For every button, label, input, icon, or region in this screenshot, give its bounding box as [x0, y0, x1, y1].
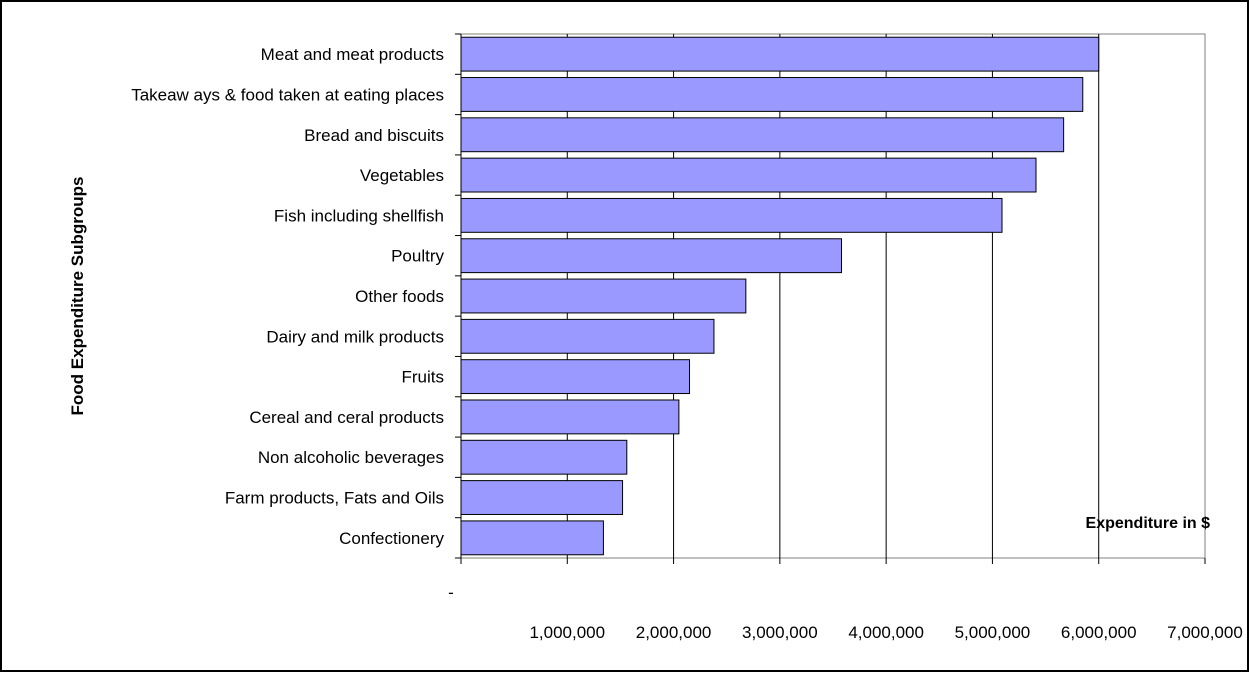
x-tick-label: - — [448, 583, 454, 602]
bar-layer — [460, 36, 1100, 556]
label-layer: - 1,000,000 2,000,000 3,000,000 4,000,000 5,0… — [131, 45, 1243, 642]
category-label: Fish including shellfish — [274, 206, 444, 225]
x-axis-label: Expenditure in $ — [1086, 515, 1211, 532]
category-label: Confectionery — [339, 529, 444, 548]
x-tick-label: 7,000,000 — [1167, 623, 1243, 642]
axis-layer — [455, 33, 1206, 564]
x-tick-label: 3,000,000 — [742, 623, 818, 642]
category-label: Meat and meat products — [261, 45, 444, 64]
category-label: Takeaw ays & food taken at eating places — [131, 85, 444, 104]
category-label: Poultry — [391, 247, 444, 266]
bar — [460, 117, 1065, 153]
bar — [460, 520, 604, 556]
x-tick-label: 6,000,000 — [1061, 623, 1137, 642]
x-tick-label: 1,000,000 — [529, 623, 605, 642]
bar — [460, 439, 628, 475]
bar — [460, 238, 843, 274]
x-tick-label: 4,000,000 — [848, 623, 924, 642]
bar — [460, 77, 1084, 112]
bar — [460, 359, 691, 395]
bar — [460, 36, 1100, 72]
bar — [460, 157, 1037, 193]
category-label: Vegetables — [360, 166, 444, 185]
bar — [460, 480, 624, 515]
category-label: Dairy and milk products — [266, 327, 444, 346]
x-tick-label: 5,000,000 — [955, 623, 1031, 642]
category-label: Bread and biscuits — [304, 126, 444, 145]
bar — [460, 197, 1003, 233]
bar — [460, 318, 715, 354]
category-label: Other foods — [355, 287, 444, 306]
bar — [460, 399, 680, 435]
category-label: Cereal and ceral products — [249, 408, 444, 427]
category-label: Farm products, Fats and Oils — [225, 489, 444, 508]
y-axis-label: Food Expenditure Subgroups — [68, 177, 87, 416]
x-tick-label: 2,000,000 — [636, 623, 712, 642]
category-label: Non alcoholic beverages — [258, 448, 444, 467]
category-label: Fruits — [402, 368, 445, 387]
bar — [460, 278, 747, 314]
